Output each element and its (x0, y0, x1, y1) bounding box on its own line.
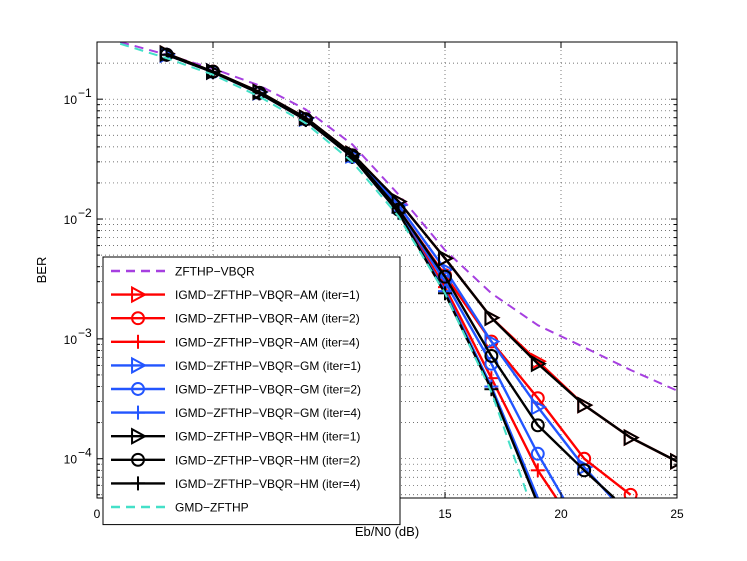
legend-label: ZFTHP−VBQR (175, 265, 255, 279)
legend-entry: IGMD−ZFTHP−VBQR−GM (iter=2) (111, 382, 361, 397)
legend-label: IGMD−ZFTHP−VBQR−AM (iter=1) (175, 288, 360, 302)
legend-entry: IGMD−ZFTHP−VBQR−GM (iter=4) (111, 405, 361, 420)
marker-plus (131, 334, 145, 349)
marker-triangle (131, 356, 148, 375)
legend-box (102, 256, 401, 526)
legend-entry: IGMD−ZFTHP−VBQR−HM (iter=2) (111, 452, 360, 467)
x-tick-label: 15 (438, 507, 452, 521)
marker-plus (484, 382, 499, 397)
legend-label: IGMD−ZFTHP−VBQR−AM (iter=2) (175, 312, 360, 326)
marker-circle (530, 446, 545, 461)
marker-plus (131, 405, 145, 420)
legend: ZFTHP−VBQR IGMD−ZFTHP−VBQR−AM (iter=1) IGM… (102, 256, 401, 526)
series-group (119, 42, 677, 498)
marker-plus (159, 47, 174, 62)
legend-entry: GMD−ZFTHP (111, 501, 249, 515)
legend-label: IGMD−ZFTHP−VBQR−GM (iter=1) (175, 359, 361, 373)
legend-label: IGMD−ZFTHP−VBQR−HM (iter=4) (175, 477, 360, 491)
y-tick-exponent: −2 (78, 206, 92, 220)
legend-entry: IGMD−ZFTHP−VBQR−GM (iter=1) (111, 356, 361, 375)
y-tick-mantissa: 10 (64, 213, 78, 227)
marker-triangle (131, 285, 148, 304)
x-tick-label: 20 (554, 507, 568, 521)
y-tick-label: 10 (64, 213, 78, 227)
y-tick-exponent: −3 (78, 326, 92, 340)
marker-plus (252, 86, 267, 101)
marker-triangle (530, 355, 547, 373)
marker-circle (131, 311, 145, 326)
marker-circle (530, 418, 545, 433)
marker-triangle (577, 396, 594, 414)
y-tick-mantissa: 10 (64, 453, 78, 467)
x-axis-label: Eb/N0 (dB) (355, 524, 419, 539)
marker-triangle (484, 309, 501, 327)
marker-triangle (131, 427, 148, 445)
marker-plus (530, 463, 545, 478)
series-10 (119, 42, 530, 498)
legend-entry: IGMD−ZFTHP−VBQR−HM (iter=1) (111, 427, 360, 445)
marker-circle (131, 382, 145, 396)
y-tick-exponent: −4 (78, 446, 92, 460)
marker-circle (131, 452, 145, 467)
x-tick-label: 25 (670, 507, 684, 521)
legend-label: IGMD−ZFTHP−VBQR−GM (iter=4) (175, 406, 361, 420)
y-tick-label: 10 (64, 453, 78, 467)
marker-circle (438, 269, 452, 284)
marker-circle (577, 463, 592, 478)
legend-entry: IGMD−ZFTHP−VBQR−AM (iter=1) (111, 285, 360, 304)
legend-label: IGMD−ZFTHP−VBQR−HM (iter=1) (175, 430, 360, 444)
y-tick-mantissa: 10 (64, 93, 78, 107)
y-tick-label: 10 (64, 333, 78, 347)
legend-label: IGMD−ZFTHP−VBQR−GM (iter=2) (175, 383, 361, 397)
marker-circle (623, 487, 638, 498)
legend-entry: ZFTHP−VBQR (111, 265, 255, 279)
y-tick-mantissa: 10 (64, 333, 78, 347)
marker-plus (131, 476, 145, 491)
legend-label: GMD−ZFTHP (175, 501, 249, 515)
marker-triangle (484, 332, 501, 351)
marker-triangle (438, 249, 455, 267)
legend-entry: IGMD−ZFTHP−VBQR−AM (iter=2) (111, 311, 360, 326)
y-axis-label: BER (34, 257, 49, 284)
x-tick-label: 0 (94, 507, 101, 521)
legend-entry: IGMD−ZFTHP−VBQR−HM (iter=4) (111, 476, 360, 491)
marker-triangle (530, 398, 547, 416)
legend-entry: IGMD−ZFTHP−VBQR−AM (iter=4) (111, 334, 360, 349)
marker-triangle (623, 428, 640, 447)
legend-label: IGMD−ZFTHP−VBQR−AM (iter=4) (175, 335, 360, 349)
legend-label: IGMD−ZFTHP−VBQR−HM (iter=2) (175, 453, 360, 467)
series-line (119, 42, 530, 498)
y-tick-label: 10 (64, 93, 78, 107)
marker-triangle (670, 452, 677, 471)
marker-circle (484, 349, 499, 363)
y-tick-exponent: −1 (78, 86, 92, 100)
